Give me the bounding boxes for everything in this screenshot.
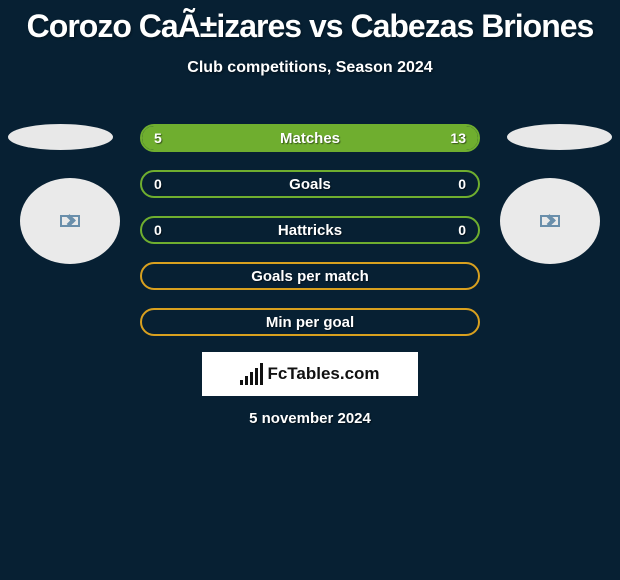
player-avatar-right bbox=[500, 178, 600, 264]
player-flag-left bbox=[8, 124, 113, 150]
stat-label: Min per goal bbox=[142, 314, 478, 331]
stat-row: Min per goal bbox=[140, 308, 480, 336]
date-label: 5 november 2024 bbox=[0, 410, 620, 427]
logo-bars-icon bbox=[240, 363, 263, 385]
logo-text: FcTables.com bbox=[267, 364, 379, 384]
stats-container: 513Matches 00Goals 00Hattricks Goals per ma… bbox=[140, 124, 480, 354]
player-avatar-left bbox=[20, 178, 120, 264]
page-title: Corozo CaÃ±izares vs Cabezas Briones bbox=[0, 0, 620, 45]
stat-label: Matches bbox=[142, 130, 478, 147]
stat-row: 00Hattricks bbox=[140, 216, 480, 244]
fctables-logo: FcTables.com bbox=[202, 352, 418, 396]
stat-label: Goals per match bbox=[142, 268, 478, 285]
stat-row: Goals per match bbox=[140, 262, 480, 290]
subtitle: Club competitions, Season 2024 bbox=[0, 59, 620, 77]
avatar-placeholder-icon bbox=[60, 215, 80, 227]
stat-label: Goals bbox=[142, 176, 478, 193]
avatar-placeholder-icon bbox=[540, 215, 560, 227]
stat-label: Hattricks bbox=[142, 222, 478, 239]
stat-row: 513Matches bbox=[140, 124, 480, 152]
player-flag-right bbox=[507, 124, 612, 150]
stat-row: 00Goals bbox=[140, 170, 480, 198]
